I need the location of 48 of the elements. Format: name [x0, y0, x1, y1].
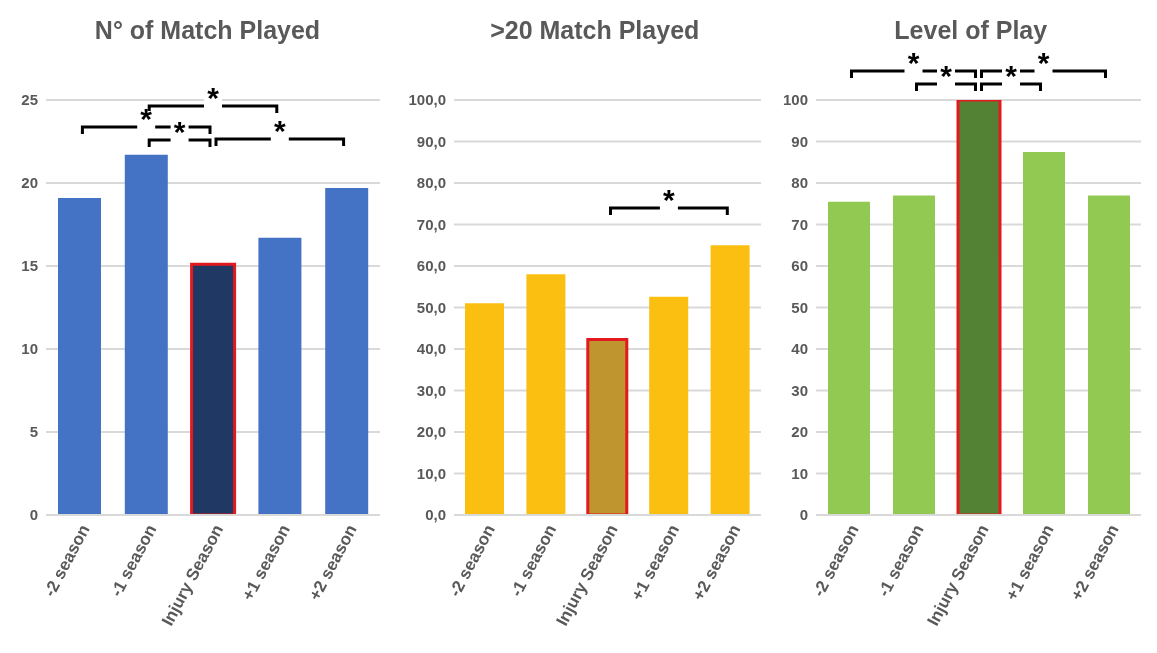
bar [325, 187, 369, 515]
text: * [940, 59, 953, 92]
annotation: * [140, 102, 153, 135]
text: * [1005, 59, 1018, 92]
bar [893, 195, 935, 515]
annotation: * [273, 114, 286, 147]
y-tick-label: 30 [791, 381, 808, 399]
bar [1088, 195, 1130, 515]
y-tick-label: 50 [791, 298, 808, 316]
y-tick-label: 10 [21, 340, 38, 358]
y-tick-label: 0,0 [424, 506, 446, 524]
bar [258, 237, 302, 515]
text: * [907, 46, 920, 79]
y-tick-label: 20 [21, 174, 38, 192]
y-tick-label: 60,0 [416, 257, 446, 275]
y-tick-label: 70,0 [416, 215, 446, 233]
y-tick-label: 20 [791, 423, 808, 441]
y-tick-label: 90 [791, 132, 808, 150]
y-tick-label: 10,0 [416, 464, 446, 482]
y-tick-label: 40 [791, 340, 808, 358]
y-tick-label: 80 [791, 174, 808, 192]
bar [58, 197, 101, 515]
chart-title: Level of Play [894, 16, 1048, 44]
chart-title: N° of Match Played [93, 15, 322, 46]
bar [1023, 151, 1065, 515]
annotation: * [207, 81, 220, 114]
y-tick-label: 15 [21, 257, 38, 275]
y-tick-label: 30,0 [416, 381, 446, 399]
chart-title: >20 Match Played [489, 15, 701, 46]
y-tick-label: 40,0 [416, 340, 446, 358]
annotation: * [662, 183, 675, 216]
y-tick-label: 100 [782, 91, 808, 109]
y-tick-label: 10 [791, 464, 808, 482]
y-tick-label: 70 [791, 215, 808, 233]
y-tick-label: 0 [799, 506, 808, 524]
y-tick-label: 20,0 [416, 423, 446, 441]
y-tick-label: 60 [791, 257, 808, 275]
bar [828, 201, 870, 515]
y-tick-label: 100,0 [407, 91, 446, 109]
text: * [1037, 46, 1050, 79]
y-tick-label: 25 [21, 91, 38, 109]
y-tick-label: 80,0 [416, 174, 446, 192]
y-tick-label: 5 [29, 423, 38, 441]
y-tick-label: 0 [29, 506, 38, 524]
annotation: * [173, 115, 186, 148]
y-tick-label: 90,0 [416, 132, 446, 150]
y-tick-label: 50,0 [416, 298, 446, 316]
bar [124, 154, 168, 515]
